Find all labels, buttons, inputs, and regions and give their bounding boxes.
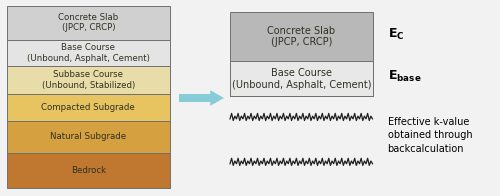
Text: Base Course
(Unbound, Asphalt, Cement): Base Course (Unbound, Asphalt, Cement) — [27, 43, 150, 63]
Text: Concrete Slab
(JPCP, CRCP): Concrete Slab (JPCP, CRCP) — [58, 13, 118, 33]
Text: Concrete Slab
(JPCP, CRCP): Concrete Slab (JPCP, CRCP) — [267, 26, 336, 47]
Text: Compacted Subgrade: Compacted Subgrade — [42, 103, 135, 112]
Bar — [7, 6, 170, 40]
Bar — [230, 12, 372, 61]
Text: Base Course
(Unbound, Asphalt, Cement): Base Course (Unbound, Asphalt, Cement) — [232, 68, 371, 90]
Bar — [7, 40, 170, 66]
Bar — [179, 94, 216, 102]
Bar — [7, 94, 170, 121]
Text: $\mathbf{E_C}$: $\mathbf{E_C}$ — [388, 27, 404, 42]
Text: Bedrock: Bedrock — [70, 166, 106, 175]
Text: Subbase Course
(Unbound, Stabilized): Subbase Course (Unbound, Stabilized) — [42, 70, 135, 90]
Text: Natural Subgrade: Natural Subgrade — [50, 132, 126, 141]
Bar — [7, 153, 170, 188]
Bar — [230, 61, 372, 96]
Bar — [7, 66, 170, 94]
Text: $\mathbf{E_{base}}$: $\mathbf{E_{base}}$ — [388, 69, 421, 84]
Bar — [7, 121, 170, 153]
Text: Effective k-value
obtained through
backcalculation: Effective k-value obtained through backc… — [388, 117, 472, 154]
Polygon shape — [210, 90, 224, 106]
